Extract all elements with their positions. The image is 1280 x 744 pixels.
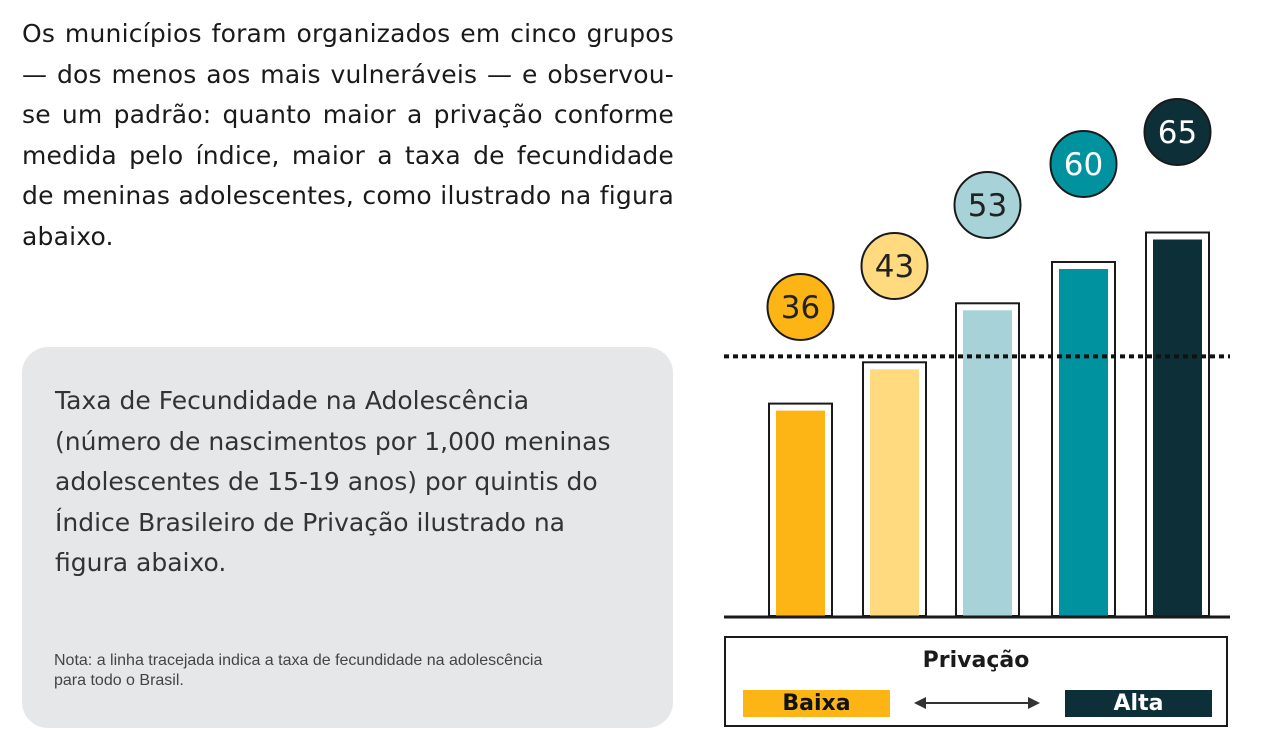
- data-label: 60: [1064, 147, 1103, 183]
- value-bubble: [766, 273, 835, 341]
- intro-paragraph: Os municípios foram organizados em cinco…: [22, 19, 674, 251]
- legend-title: Privação: [922, 648, 1030, 673]
- data-label: 43: [875, 249, 914, 285]
- value-bubble: [1049, 130, 1118, 198]
- bar: [1059, 269, 1108, 616]
- data-label: 53: [968, 188, 1007, 224]
- bar: [776, 410, 825, 616]
- value-bubble: [860, 232, 929, 300]
- info-box: Taxa de Fecundidade na Adolescência (núm…: [22, 347, 673, 728]
- chart-legend: Privação Baixa Alta: [724, 636, 1228, 727]
- value-bubble: [953, 171, 1022, 239]
- bar: [870, 369, 919, 616]
- value-bubble: [1143, 98, 1212, 166]
- data-label: 36: [781, 290, 820, 326]
- chart-description: Taxa de Fecundidade na Adolescência (núm…: [55, 386, 611, 577]
- bar: [963, 310, 1012, 616]
- legend-high: Alta: [1065, 690, 1212, 717]
- data-label: 65: [1158, 115, 1197, 151]
- double-arrow-icon: [914, 697, 1040, 709]
- chart-note: Nota: a linha tracejada indica a taxa de…: [54, 652, 543, 689]
- bar: [1153, 239, 1202, 616]
- legend-low: Baixa: [743, 690, 890, 717]
